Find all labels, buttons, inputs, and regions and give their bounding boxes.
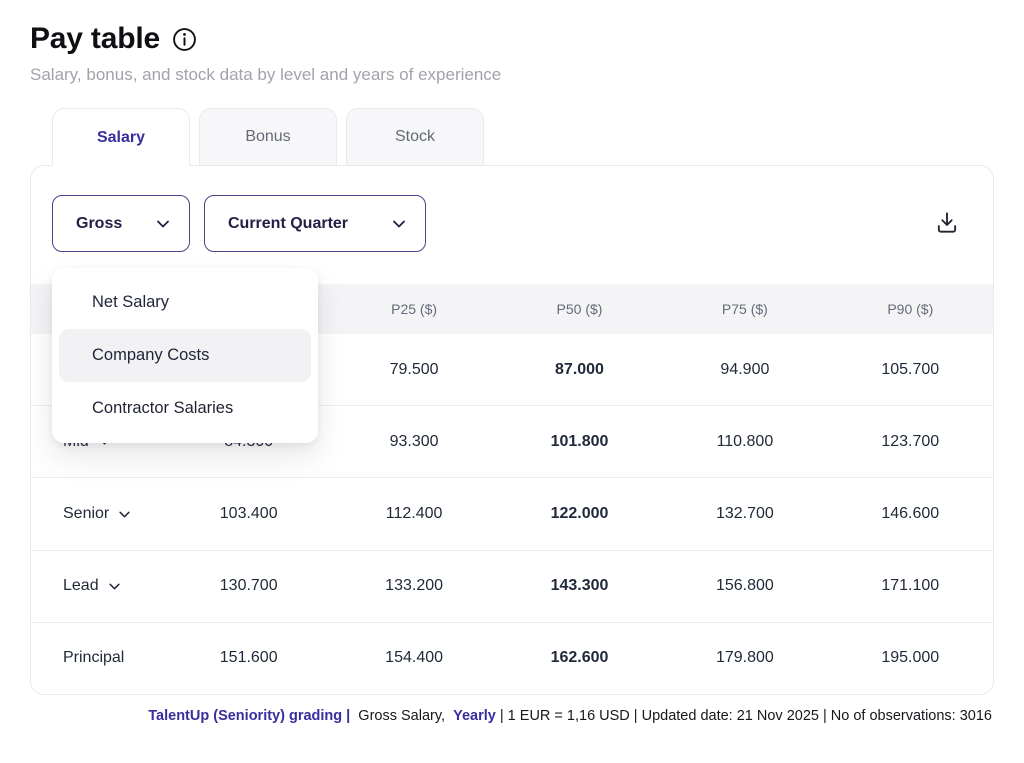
- table-cell: 103.400: [219, 505, 278, 522]
- download-icon: [937, 212, 957, 233]
- table-row: Lead 130.700 133.200 143.300 156.800 171…: [31, 549, 993, 622]
- period-select-value: Current Quarter: [228, 214, 349, 232]
- table-cell: 162.600: [550, 649, 609, 667]
- table-cell: 122.000: [550, 505, 609, 522]
- metric-dropdown-menu: Net Salary Company Costs Contractor Sala…: [52, 268, 318, 443]
- footer-text: | 1 EUR = 1,16 USD | Updated date: 21 No…: [495, 708, 992, 724]
- column-header-p75: P75 ($): [721, 301, 768, 317]
- metric-select[interactable]: Gross: [52, 195, 190, 252]
- menu-item-company-costs[interactable]: Company Costs: [59, 329, 311, 382]
- table-cell: 93.300: [389, 432, 439, 450]
- page-subtitle: Salary, bonus, and stock data by level a…: [30, 65, 502, 84]
- chevron-down-icon: [119, 511, 130, 517]
- tab-bar: Salary Bonus Stock: [52, 108, 484, 166]
- table-cell: 87.000: [555, 360, 604, 378]
- page-title: Pay table: [30, 22, 160, 55]
- table-row: Principal 151.600 154.400 162.600 179.80…: [31, 621, 993, 694]
- table-cell: 146.600: [881, 505, 940, 522]
- table-cell: 110.800: [716, 432, 774, 450]
- footer-grading-label: TalentUp (Seniority) grading |: [148, 708, 355, 724]
- level-cell-senior[interactable]: Senior: [31, 505, 166, 523]
- table-cell: 101.800: [550, 432, 609, 450]
- column-header-p25: P25 ($): [391, 301, 438, 317]
- footer-note: TalentUp (Seniority) grading | Gross Sal…: [30, 708, 992, 724]
- level-cell-lead[interactable]: Lead: [31, 577, 166, 595]
- footer-period-label: Yearly: [453, 708, 496, 724]
- level-label: Senior: [63, 505, 110, 522]
- download-button[interactable]: [932, 208, 962, 238]
- table-cell: 112.400: [385, 505, 443, 522]
- table-cell: 195.000: [881, 649, 940, 667]
- table-cell: 156.800: [715, 577, 774, 595]
- table-cell: 143.300: [550, 577, 609, 595]
- table-cell: 151.600: [219, 649, 278, 667]
- footer-text: Gross Salary,: [354, 708, 454, 724]
- tab-bonus[interactable]: Bonus: [199, 108, 337, 166]
- table-cell: 79.500: [389, 360, 439, 378]
- menu-item-net-salary[interactable]: Net Salary: [92, 293, 170, 311]
- table-cell: 154.400: [385, 649, 444, 667]
- table-cell: 130.700: [219, 577, 278, 595]
- table-cell: 123.700: [881, 432, 940, 450]
- table-cell: 105.700: [881, 360, 940, 378]
- period-select[interactable]: Current Quarter: [204, 195, 426, 252]
- table-cell: 179.800: [715, 649, 774, 667]
- tab-salary[interactable]: Salary: [52, 108, 190, 166]
- column-header-p90: P90 ($): [887, 301, 934, 317]
- table-cell: 133.200: [385, 577, 444, 595]
- table-cell: 132.700: [715, 505, 774, 522]
- table-row: Senior 103.400 112.400 122.000 132.700 1…: [31, 477, 993, 550]
- metric-select-value: Gross: [76, 214, 123, 232]
- info-button[interactable]: [172, 26, 198, 52]
- column-header-p50: P50 ($): [556, 301, 603, 317]
- info-icon: [173, 27, 196, 51]
- table-cell: 94.900: [720, 360, 770, 378]
- level-label: Lead: [63, 577, 99, 595]
- page-header: Pay table: [30, 22, 198, 56]
- level-cell-principal: Principal: [31, 649, 166, 667]
- menu-item-contractor-salaries[interactable]: Contractor Salaries: [92, 399, 234, 417]
- table-cell: 171.100: [881, 577, 940, 595]
- level-label: Principal: [63, 649, 125, 667]
- chevron-down-icon: [393, 220, 405, 227]
- tab-stock[interactable]: Stock: [346, 108, 484, 166]
- chevron-down-icon: [157, 220, 169, 227]
- chevron-down-icon: [108, 583, 120, 590]
